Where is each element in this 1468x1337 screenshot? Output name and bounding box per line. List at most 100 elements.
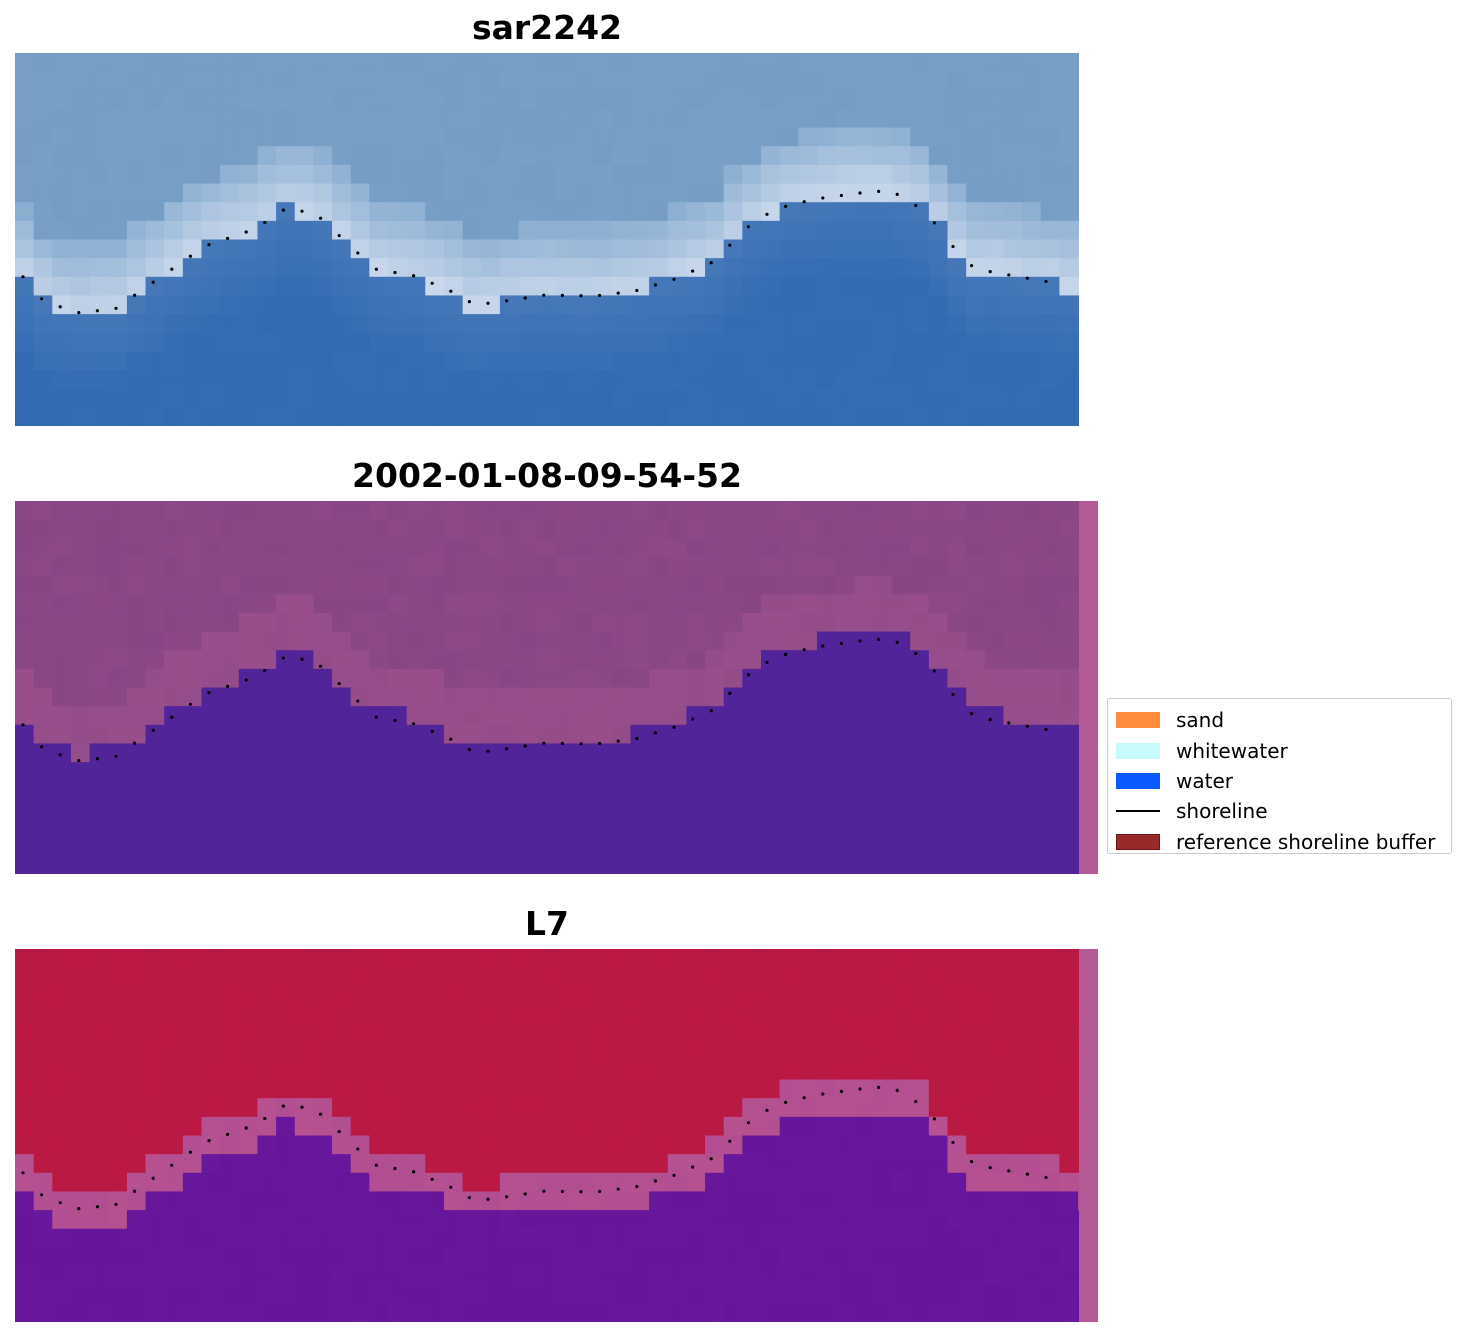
class-pixel — [910, 724, 930, 745]
index-pixel — [70, 1172, 91, 1193]
rgb-pixel — [947, 332, 967, 352]
class-pixel — [984, 501, 1005, 521]
class-pixel — [854, 650, 874, 670]
index-pixel — [15, 1191, 35, 1211]
index-pixel — [537, 1023, 557, 1043]
class-pixel — [238, 575, 259, 595]
index-pixel — [649, 1210, 669, 1230]
rgb-pixel — [872, 314, 893, 334]
class-pixel — [537, 855, 557, 874]
rgb-pixel — [89, 183, 109, 203]
index-pixel — [947, 1228, 967, 1248]
index-pixel — [854, 1042, 874, 1062]
class-pixel — [593, 594, 613, 614]
shoreline-point — [1007, 721, 1011, 725]
class-pixel — [555, 631, 576, 651]
class-pixel — [947, 650, 967, 670]
index-pixel — [798, 1284, 818, 1304]
class-pixel — [1022, 799, 1042, 819]
index-pixel — [220, 1154, 240, 1174]
index-pixel — [872, 1303, 893, 1322]
class-pixel — [1003, 743, 1023, 763]
rgb-pixel — [761, 351, 781, 371]
class-pixel — [443, 780, 464, 800]
index-pixel — [518, 949, 538, 969]
class-pixel — [15, 706, 35, 726]
class-pixel — [537, 762, 557, 782]
index-pixel — [630, 1266, 650, 1286]
class-pixel — [238, 631, 259, 651]
index-pixel — [499, 1098, 520, 1118]
class-pixel — [872, 687, 893, 707]
index-pixel — [313, 1266, 333, 1286]
index-pixel — [966, 1172, 986, 1193]
index-pixel — [798, 1116, 818, 1137]
index-pixel — [705, 1023, 725, 1043]
index-pixel — [15, 1042, 35, 1062]
index-pixel — [1059, 1191, 1079, 1211]
index-pixel — [966, 1247, 986, 1267]
rgb-pixel — [294, 90, 314, 110]
index-pixel — [350, 1191, 370, 1211]
index-pixel — [667, 1172, 687, 1193]
index-pixel — [816, 1135, 837, 1155]
class-pixel — [238, 687, 259, 707]
class-pixel — [33, 855, 53, 874]
class-pixel — [1078, 519, 1079, 539]
rgb-pixel — [854, 370, 874, 390]
rgb-pixel — [164, 276, 184, 297]
class-pixel — [220, 780, 240, 800]
rgb-pixel — [425, 239, 445, 259]
index-pixel — [481, 1154, 501, 1174]
rgb-pixel — [1059, 351, 1079, 371]
index-pixel — [70, 1154, 91, 1174]
index-pixel — [294, 1247, 314, 1267]
class-pixel — [518, 818, 538, 838]
index-pixel — [108, 1135, 128, 1155]
rgb-pixel — [52, 258, 72, 278]
rgb-pixel — [462, 276, 482, 297]
rgb-pixel — [276, 295, 296, 315]
rgb-pixel — [966, 388, 986, 408]
index-pixel — [257, 1042, 277, 1062]
class-pixel — [164, 575, 184, 595]
class-pixel — [891, 706, 911, 726]
class-pixel — [499, 668, 520, 689]
rgb-pixel — [15, 332, 35, 352]
index-pixel — [742, 967, 762, 987]
rgb-pixel — [910, 295, 930, 315]
rgb-pixel — [481, 164, 501, 185]
rgb-pixel — [164, 332, 184, 352]
rgb-pixel — [630, 108, 650, 129]
rgb-pixel — [443, 314, 464, 334]
class-pixel — [145, 687, 165, 707]
class-pixel — [910, 631, 930, 651]
class-pixel — [928, 706, 949, 726]
index-pixel — [742, 1303, 762, 1322]
index-pixel — [499, 1266, 520, 1286]
shoreline-point — [300, 209, 304, 213]
rgb-pixel — [555, 314, 576, 334]
class-pixel — [649, 687, 669, 707]
rgb-pixel — [537, 295, 557, 315]
rgb-pixel — [369, 239, 389, 259]
rgb-pixel — [649, 202, 669, 222]
index-pixel — [872, 949, 893, 969]
index-pixel — [70, 986, 91, 1006]
class-pixel — [350, 706, 370, 726]
rgb-pixel — [816, 127, 837, 147]
index-pixel — [33, 1135, 53, 1155]
index-pixel — [276, 1228, 296, 1248]
index-pixel — [574, 1228, 594, 1248]
rgb-pixel — [537, 90, 557, 110]
index-pixel — [984, 1284, 1005, 1304]
rgb-pixel — [966, 351, 986, 371]
class-pixel — [611, 687, 632, 707]
class-pixel — [388, 780, 408, 800]
rgb-pixel — [238, 239, 259, 259]
class-pixel — [443, 818, 464, 838]
rgb-pixel — [574, 108, 594, 129]
index-pixel — [481, 1116, 501, 1137]
class-pixel — [593, 799, 613, 819]
class-pixel — [593, 501, 613, 521]
